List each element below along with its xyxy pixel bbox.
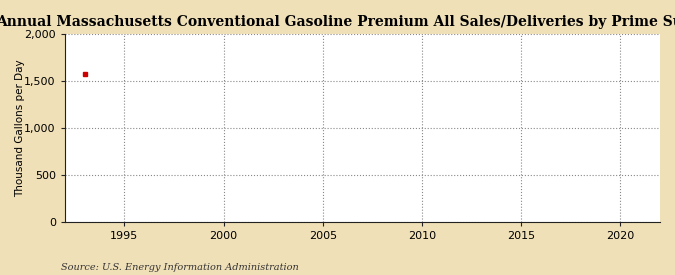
Text: Source: U.S. Energy Information Administration: Source: U.S. Energy Information Administ… (61, 263, 298, 272)
Title: Annual Massachusetts Conventional Gasoline Premium All Sales/Deliveries by Prime: Annual Massachusetts Conventional Gasoli… (0, 15, 675, 29)
Y-axis label: Thousand Gallons per Day: Thousand Gallons per Day (15, 59, 25, 197)
